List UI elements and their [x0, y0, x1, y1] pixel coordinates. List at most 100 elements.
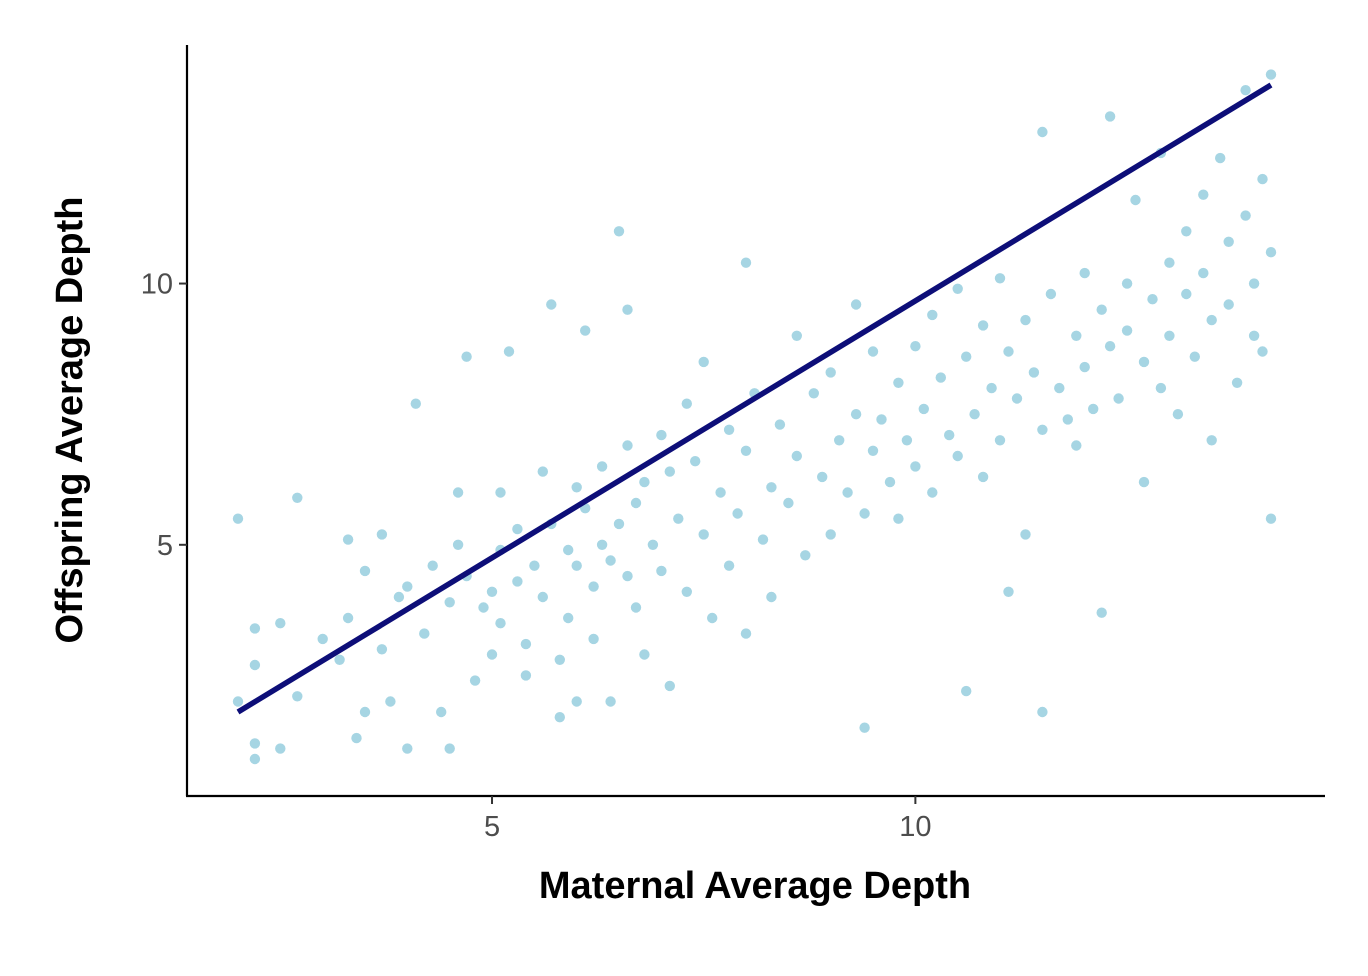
y-axis-ticks: 5 10 [141, 269, 187, 562]
y-tick-label: 10 [141, 269, 173, 301]
data-point [1240, 85, 1251, 96]
data-point [910, 341, 921, 352]
data-point [927, 487, 938, 498]
data-point [596, 461, 608, 472]
data-point [613, 226, 625, 237]
data-point [1121, 325, 1133, 336]
data-point [563, 612, 574, 624]
data-point [393, 591, 405, 603]
data-points [232, 69, 1277, 765]
data-point [452, 487, 464, 498]
data-point [1071, 440, 1082, 451]
data-point [1257, 346, 1268, 357]
data-point [249, 659, 261, 671]
data-point [944, 429, 955, 441]
data-point [1198, 189, 1209, 200]
data-point [690, 456, 701, 467]
data-point [317, 633, 328, 645]
data-point [630, 497, 642, 509]
data-point [1164, 330, 1175, 341]
data-point [1054, 382, 1065, 394]
data-point [859, 722, 870, 733]
data-point [419, 628, 430, 639]
data-point [546, 299, 557, 310]
data-point [766, 591, 777, 603]
data-point [512, 576, 523, 587]
data-point [859, 508, 870, 519]
data-point [1020, 314, 1031, 326]
data-point [571, 482, 582, 493]
data-point [351, 732, 362, 744]
data-point [1164, 257, 1175, 268]
data-point [1172, 409, 1184, 420]
data-point [1265, 247, 1277, 258]
data-point [1003, 586, 1014, 597]
data-point [1045, 288, 1057, 300]
data-point [850, 299, 862, 310]
data-point [986, 382, 997, 394]
data-point [571, 696, 582, 707]
data-point [1147, 294, 1158, 305]
data-point [630, 602, 642, 613]
data-point [461, 351, 472, 362]
data-point [292, 691, 303, 702]
data-point [656, 429, 667, 441]
data-point [478, 602, 489, 613]
data-point [249, 753, 261, 765]
x-tick-label: 10 [899, 811, 931, 843]
data-point [808, 388, 819, 399]
data-point [520, 670, 532, 681]
data-point [1028, 367, 1040, 378]
data-point [681, 586, 692, 597]
data-point [994, 273, 1006, 284]
data-point [707, 612, 718, 624]
data-point [1079, 267, 1090, 279]
data-point [698, 356, 709, 368]
data-point [961, 351, 972, 362]
data-point [580, 325, 591, 336]
data-point [825, 529, 836, 540]
y-axis-title: Offspring Average Depth [49, 197, 91, 644]
data-point [901, 435, 913, 446]
data-point [1181, 288, 1192, 300]
data-point [342, 534, 354, 545]
data-point [452, 539, 464, 550]
data-point [715, 487, 726, 498]
data-point [952, 450, 963, 462]
data-point [275, 618, 286, 629]
data-point [410, 398, 421, 409]
data-point [1198, 267, 1209, 279]
data-point [1257, 173, 1268, 185]
data-point [1079, 361, 1090, 373]
data-point [842, 487, 853, 498]
data-point [605, 555, 616, 566]
data-point [596, 539, 608, 550]
data-point [927, 309, 938, 321]
data-point [232, 513, 244, 524]
data-point [427, 560, 438, 571]
data-point [867, 346, 879, 357]
data-point [613, 518, 625, 530]
data-point [1206, 435, 1217, 446]
data-point [757, 534, 769, 545]
data-point [918, 403, 929, 415]
data-point [436, 706, 447, 718]
data-point [1071, 330, 1082, 341]
data-point [249, 738, 261, 749]
data-point [1223, 299, 1234, 310]
data-point [359, 565, 371, 577]
data-point [554, 654, 565, 665]
data-point [1248, 278, 1260, 289]
data-point [1215, 152, 1226, 164]
x-tick-label: 5 [484, 811, 500, 843]
data-point [469, 675, 481, 686]
data-point [1104, 341, 1116, 352]
data-point [1248, 330, 1260, 341]
data-point [1138, 476, 1150, 488]
x-axis-ticks: 5 10 [484, 796, 932, 843]
data-point [1240, 210, 1251, 221]
data-point [1037, 706, 1048, 718]
data-point [402, 581, 413, 592]
data-point [385, 696, 396, 707]
data-point [1130, 194, 1141, 206]
